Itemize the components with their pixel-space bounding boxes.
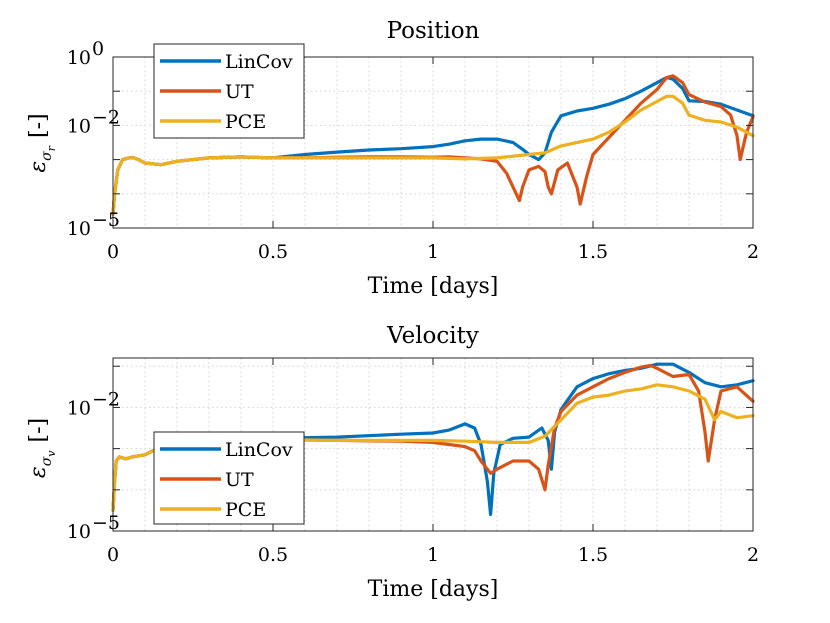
velocity-y-tick-label: 10 [67,397,91,419]
velocity-x-tick-labels: 0 0.5 1 1.5 2 [107,544,759,566]
position-x-tick-label: 0.5 [258,241,288,263]
velocity-series-pce [111,383,755,512]
velocity-title: Velocity [386,323,479,349]
velocity-legend-label-lincov: LinCov [225,439,293,461]
velocity-ylabel-symbol: ε [26,466,51,478]
velocity-x-tick-label: 1 [427,544,439,566]
velocity-x-tick-label: 2 [747,544,759,566]
position-y-tick-labels: 10 010 −210 −5 [67,38,120,240]
position-y-tick-label: 10 [67,47,91,69]
position-ticks [112,56,754,228]
velocity-legend-label-pce: PCE [225,499,266,521]
position-ylabel-subsub: r [45,145,58,151]
position-ylabel-symbol: ε [26,161,51,173]
position-y-axis-label: εσr [-] [26,113,58,172]
velocity-legend: LinCov UT PCE [153,431,305,525]
position-y-tick-label: 10 [67,115,91,137]
velocity-ylabel-unit: [-] [26,418,51,443]
position-y-tick-exponent: −2 [92,106,120,128]
velocity-y-tick-labels: 10 −210 −5 [67,388,120,543]
velocity-x-axis-label: Time [days] [368,577,499,602]
velocity-ylabel-sub: σ [39,456,55,466]
velocity-y-tick-exponent: −5 [92,512,120,534]
position-legend-label-ut: UT [225,81,254,103]
velocity-y-tick-exponent: −2 [92,388,120,410]
velocity-ticks [112,358,754,531]
position-x-tick-labels: 0 0.5 1 1.5 2 [107,241,759,263]
velocity-legend-label-ut: UT [225,469,254,491]
velocity-x-tick-label: 0.5 [258,544,288,566]
position-y-tick-exponent: −5 [92,209,120,231]
position-legend-label-pce: PCE [225,111,266,133]
position-legend: LinCov UT PCE [153,43,305,139]
position-x-tick-label: 1.5 [578,241,608,263]
position-grid [113,56,753,228]
velocity-x-tick-label: 0 [107,544,119,566]
position-legend-label-lincov: LinCov [225,51,293,73]
position-y-tick-label: 10 [67,218,91,240]
position-series-pce [111,94,755,216]
position-panel: Position 0 0.5 1 1.5 2 10 010 −210 −5 Time [day… [26,18,759,299]
velocity-x-tick-label: 1.5 [578,544,608,566]
position-x-tick-label: 1 [427,241,439,263]
position-x-axis-label: Time [days] [368,274,499,299]
position-series [111,74,755,216]
position-y-tick-exponent: 0 [92,38,104,60]
position-ylabel-unit: [-] [26,113,51,138]
position-x-tick-label: 0 [107,241,119,263]
velocity-ylabel-subsub: v [45,450,58,457]
position-ylabel-sub: σ [39,151,55,161]
position-x-tick-label: 2 [747,241,759,263]
velocity-y-axis-label: εσv [-] [26,418,58,478]
position-title: Position [387,18,480,44]
velocity-panel: Velocity 0 0.5 1 1.5 2 10 −210 −5 Time [days] … [26,323,759,602]
velocity-y-tick-label: 10 [67,521,91,543]
